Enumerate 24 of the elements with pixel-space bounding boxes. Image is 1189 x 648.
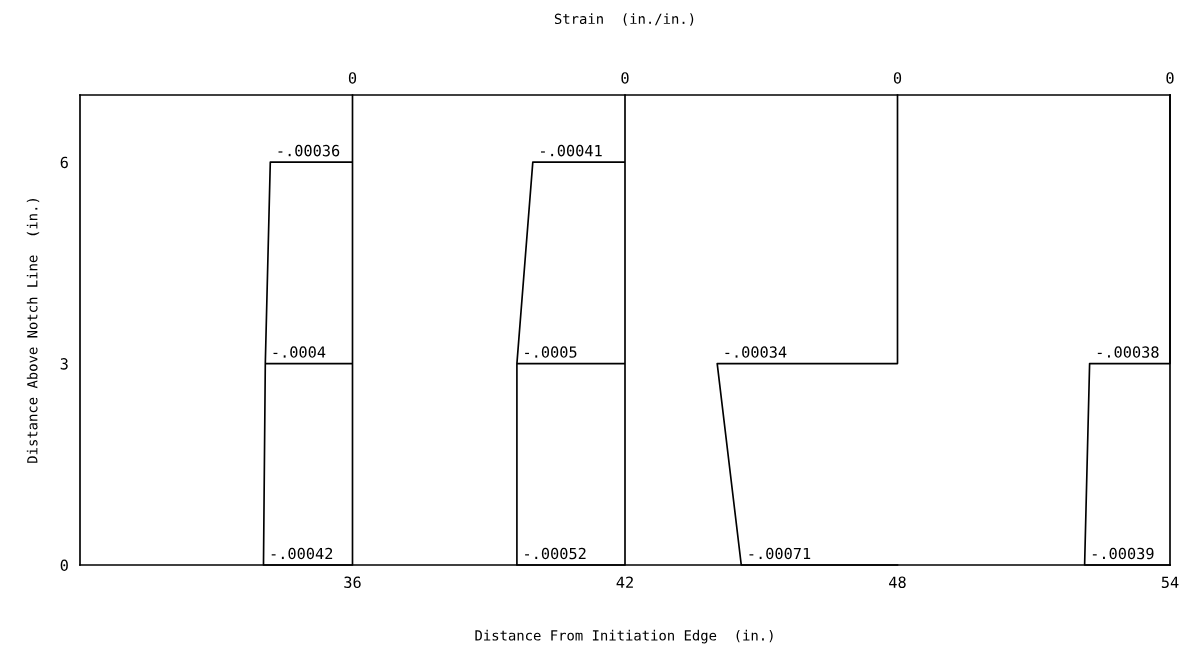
annotation: -.0004 (273, 346, 326, 358)
annotation: -.00039 (1092, 547, 1154, 560)
x-tick-label: 42 (616, 576, 633, 588)
x2-axis-title: Strain (in./in.) (554, 13, 694, 26)
y-tick-label: 6 (60, 156, 68, 169)
annotation: -.00071 (749, 547, 811, 560)
annotation: -.00034 (725, 346, 787, 358)
y-tick-label: 0 (60, 559, 68, 572)
annotation: -.00038 (1097, 346, 1159, 358)
annotation: 0 (348, 72, 357, 84)
x-tick-label: 54 (1161, 576, 1179, 589)
annotation: -.00042 (271, 547, 333, 560)
annotation: -.00052 (525, 547, 586, 560)
x-tick-label: 36 (344, 576, 361, 589)
annotation: -.0005 (525, 346, 577, 358)
annotation: 0 (1166, 72, 1174, 84)
y-tick-label: 3 (60, 358, 68, 370)
annotation: -.00036 (278, 144, 340, 157)
x-tick-label: 48 (889, 576, 906, 589)
annotation: -.00041 (541, 144, 602, 157)
annotation: 0 (893, 72, 902, 84)
annotation: 0 (621, 72, 629, 84)
y-axis-title: Distance Above Notch Line (in.) (26, 199, 40, 463)
x-axis-title: Distance From Initiation Edge (in.) (475, 629, 773, 644)
